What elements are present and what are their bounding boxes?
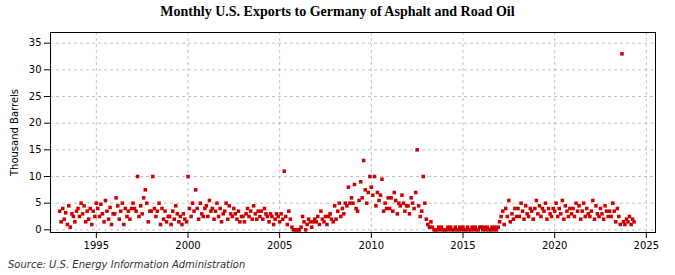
- svg-text:35: 35: [29, 37, 42, 48]
- svg-text:2005: 2005: [267, 240, 292, 251]
- svg-text:0: 0: [35, 224, 41, 235]
- svg-text:Thousand Barrels: Thousand Barrels: [9, 89, 20, 177]
- svg-text:2010: 2010: [359, 240, 384, 251]
- html-text:Source: U.S. Energy Informatio: Source: U.S. Energy Information Administ…: [8, 259, 246, 270]
- svg-text:2020: 2020: [542, 240, 567, 251]
- svg-text:2015: 2015: [450, 240, 475, 251]
- svg-text:1995: 1995: [84, 240, 109, 251]
- svg-text:2000: 2000: [175, 240, 200, 251]
- svg-text:2025: 2025: [634, 240, 659, 251]
- svg-text:30: 30: [29, 64, 42, 75]
- svg-text:10: 10: [29, 171, 42, 182]
- svg-text:25: 25: [29, 91, 42, 102]
- html-text:Monthly U.S. Exports to German: Monthly U.S. Exports to Germany of Aspha…: [160, 4, 515, 19]
- svg-text:15: 15: [29, 144, 42, 155]
- svg-text:5: 5: [35, 197, 41, 208]
- svg-text:20: 20: [29, 117, 42, 128]
